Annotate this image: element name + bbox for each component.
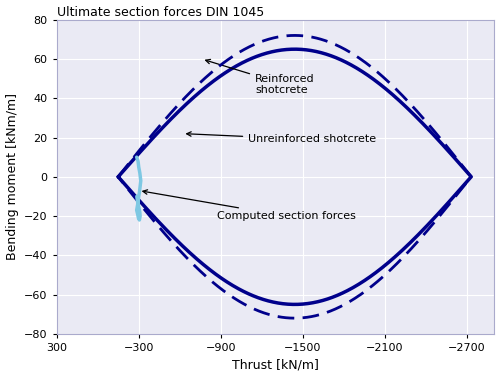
Text: Computed section forces: Computed section forces — [143, 190, 356, 221]
Text: Ultimate section forces DIN 1045: Ultimate section forces DIN 1045 — [56, 6, 264, 18]
Text: Unreinforced shotcrete: Unreinforced shotcrete — [186, 132, 376, 144]
Y-axis label: Bending moment [kNm/m]: Bending moment [kNm/m] — [6, 93, 18, 260]
Text: Reinforced
shotcrete: Reinforced shotcrete — [206, 60, 314, 95]
X-axis label: Thrust [kN/m]: Thrust [kN/m] — [232, 359, 319, 371]
